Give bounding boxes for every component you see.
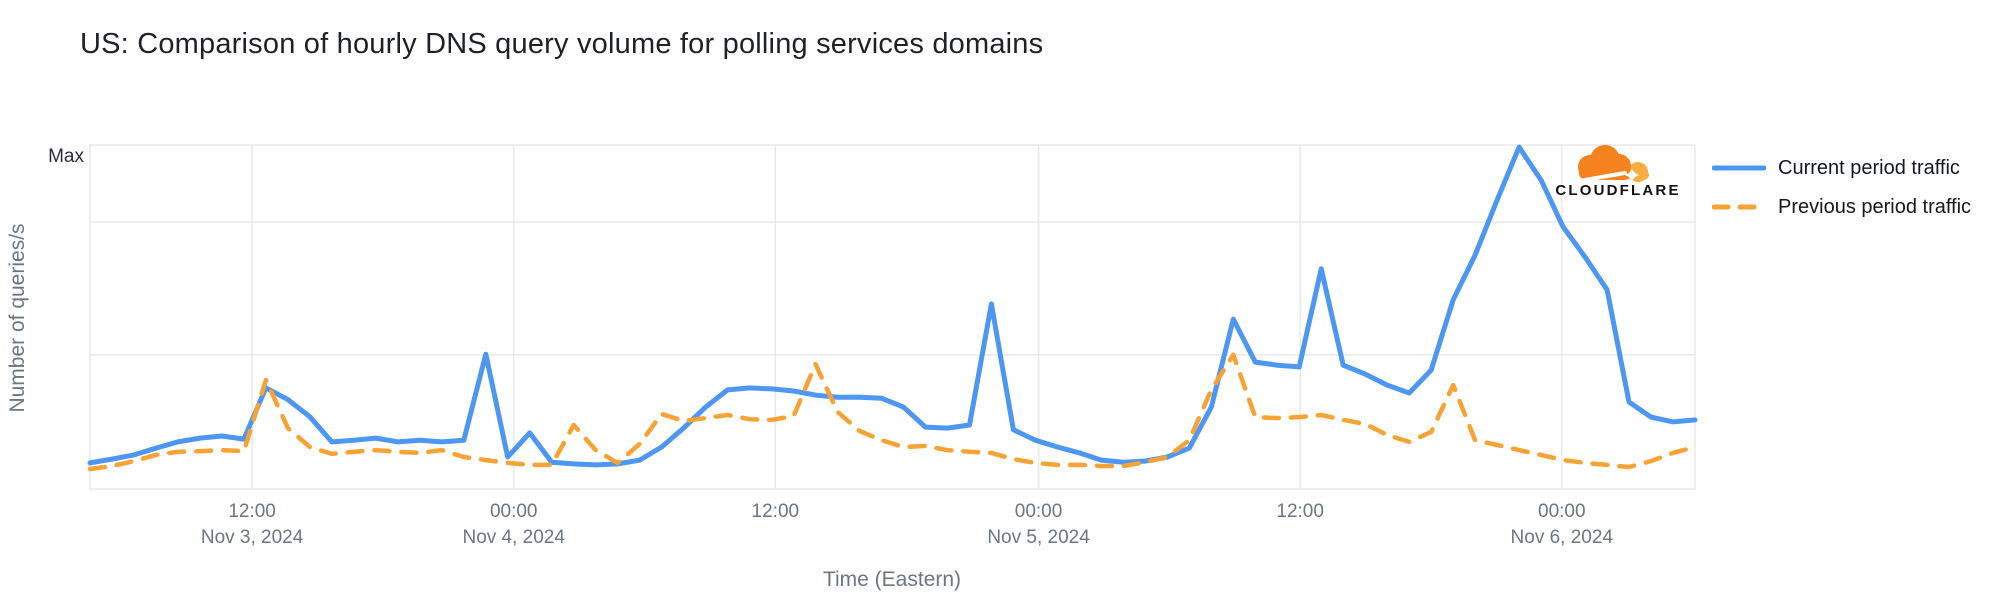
x-tick-label: 12:00 (695, 499, 855, 525)
x-tick-date: Nov 6, 2024 (1510, 527, 1614, 548)
x-tick-time: 12:00 (228, 501, 276, 522)
previous-period-line (87, 352, 1698, 472)
x-tick-time: 00:00 (1014, 501, 1063, 522)
x-axis-title: Time (Eastern) (822, 568, 962, 591)
x-tick-label: 00:00 Nov 5, 2024 (959, 499, 1119, 551)
previous-period-line-swatch (1712, 204, 1766, 210)
x-tick-date: Nov 5, 2024 (987, 527, 1090, 548)
x-tick-label: 00:00 Nov 4, 2024 (434, 499, 594, 551)
current-period-line-swatch (1712, 165, 1766, 171)
x-tick-label: 00:00 Nov 6, 2024 (1482, 499, 1642, 551)
x-tick-date: Nov 4, 2024 (462, 527, 565, 548)
cloudflare-logo: CLOUDFLARE (1543, 142, 1693, 204)
legend-label-current: Current period traffic (1778, 156, 1960, 179)
y-axis-max-label: Max (48, 146, 84, 167)
cloudflare-cloud-icon (1571, 145, 1649, 184)
y-axis-title: Number of queries/s (6, 223, 29, 413)
legend-item-previous: Previous period traffic (1712, 192, 1971, 222)
legend: Current period traffic Previous period t… (1712, 153, 1971, 231)
plot-border (89, 144, 1696, 490)
cloudflare-logo-text: CLOUDFLARE (1555, 182, 1681, 199)
x-tick-time: 12:00 (1276, 501, 1324, 522)
x-tick-label: 12:00 (1220, 499, 1380, 525)
x-tick-time: 12:00 (751, 501, 800, 522)
x-tick-time: 00:00 (489, 501, 538, 522)
legend-label-previous: Previous period traffic (1778, 195, 1972, 218)
legend-item-current: Current period traffic (1712, 153, 1971, 183)
current-period-line (87, 144, 1698, 468)
chart-title: US: Comparison of hourly DNS query volum… (80, 28, 1044, 60)
x-tick-date: Nov 3, 2024 (200, 527, 304, 548)
x-tick-time: 00:00 (1538, 501, 1586, 522)
x-tick-label: 12:00 Nov 3, 2024 (172, 499, 332, 551)
